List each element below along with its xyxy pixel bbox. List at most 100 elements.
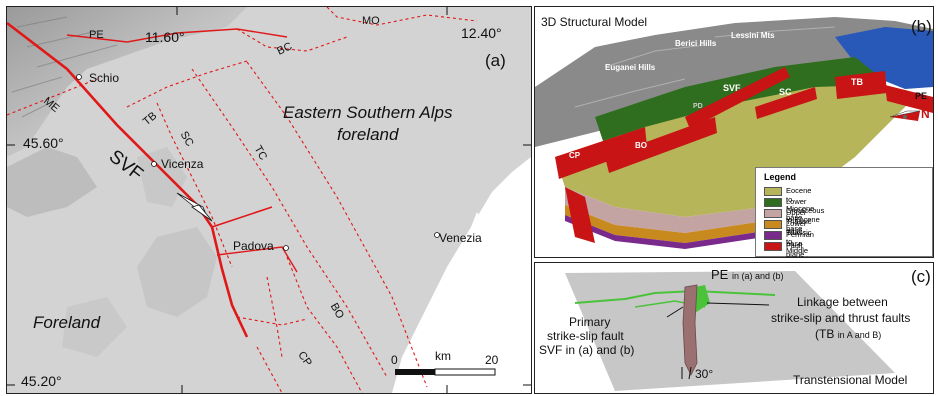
legend: Legend Eocene to Miocene base Lower Cret…	[755, 167, 933, 257]
transtensional-sketch	[565, 271, 895, 391]
region-alps-line1: Eastern Southern Alps	[283, 103, 453, 122]
b-fault-bo: BO	[635, 141, 647, 150]
region-foreland: Foreland	[33, 313, 101, 332]
pe-label-main: PE	[711, 267, 729, 282]
panel-c-tag: (c)	[911, 267, 931, 286]
fault-branch-1	[211, 206, 273, 228]
legend-label: Upper Triassic base	[786, 208, 812, 235]
adriatic-sea	[392, 157, 531, 393]
hill-label-berici: Berici Hills	[675, 39, 717, 48]
legend-title: Legend	[764, 172, 797, 182]
legend-swatch	[764, 231, 782, 240]
b-fault-sc: SC	[779, 87, 792, 97]
fault-plane-sc	[755, 87, 817, 119]
fault-label-pe: PE	[89, 29, 104, 41]
scalebar-black	[395, 369, 435, 375]
euganei-relief	[137, 227, 217, 317]
fault-plane-tb	[835, 71, 887, 99]
slip-arrow-2	[191, 204, 213, 222]
padova-marker	[283, 245, 289, 251]
lon-label-right: 12.40°	[461, 25, 502, 41]
scalebar-min: 0	[391, 353, 398, 367]
b-fault-cp: CP	[569, 151, 581, 160]
city-schio: Schio	[89, 71, 120, 85]
scalebar-white	[434, 368, 496, 376]
relief-west	[7, 147, 97, 217]
model-label: Transtensional Model	[793, 373, 908, 387]
lower-triassic-side	[565, 203, 815, 243]
linkage-line3-main: (TB	[815, 327, 835, 341]
angle-marker	[681, 366, 692, 380]
legend-swatch	[764, 187, 782, 196]
city-padova: Padova	[233, 239, 274, 253]
linkage-pointer	[706, 302, 770, 306]
pe-label: PE in (a) and (b)	[711, 267, 784, 282]
hill-label-lessini: Lessini Mts	[731, 31, 775, 40]
linkage-line3-small: in A and B)	[837, 330, 882, 340]
angle-label: 30°	[695, 367, 714, 381]
panel-a-map: 11.60° 12.40° 45.60° 45.20° (a) Schio Vi…	[6, 6, 532, 394]
pe-thrust-trace	[574, 289, 776, 304]
shaded-relief-map	[7, 7, 531, 393]
primary-line2: strike-slip fault	[547, 329, 624, 343]
relief-south	[62, 297, 127, 357]
north-label: N	[921, 107, 930, 121]
hill-label-euganei: Euganei Hills	[605, 63, 656, 72]
blue-surface	[835, 27, 933, 89]
panel-b-title: 3D Structural Model	[541, 15, 648, 29]
linkage-line2: strike-slip and thrust faults	[771, 311, 911, 325]
legend-label: Permian base	[786, 230, 814, 248]
panel-a-tag: (a)	[485, 51, 506, 70]
lon-label-left: 11.60°	[145, 29, 185, 45]
pe-label-note: in (a) and (b)	[731, 271, 784, 281]
b-fault-svf: SVF	[723, 83, 741, 93]
linkage-line1: Linkage between	[797, 295, 888, 309]
north-arrow	[889, 110, 921, 121]
fault-plane-pe	[885, 85, 933, 113]
primary-line1: Primary	[569, 315, 611, 329]
b-fault-pd: PD	[693, 103, 703, 110]
fault-label-mo: MO	[362, 15, 380, 27]
scalebar-max: 20	[485, 353, 499, 367]
primary-pointer	[666, 306, 684, 318]
panel-c-transtensional-model: (c) PE in (a) and (b) Primary strike-sli…	[534, 262, 934, 394]
scalebar-unit: km	[435, 349, 451, 363]
city-vicenza: Vicenza	[161, 157, 204, 171]
fault-plane-svf	[685, 67, 790, 129]
b-fault-pe: PE	[915, 91, 928, 101]
svf-fault-body	[682, 284, 698, 376]
legend-swatch	[764, 220, 782, 229]
berici-relief	[137, 147, 187, 207]
linkage-line3: (TB in A and B)	[815, 327, 881, 341]
legend-label: Fault plane	[786, 241, 805, 258]
schio-marker	[76, 74, 82, 80]
buried-faults	[7, 7, 478, 393]
triassic-side	[565, 187, 815, 233]
city-venezia: Venezia	[439, 231, 482, 245]
3d-block-diagram	[535, 17, 933, 249]
alps-relief	[7, 7, 247, 157]
lat-label-bottom: 45.20°	[21, 373, 62, 389]
legend-label: Eocene to Miocene base	[786, 186, 815, 222]
fault-plane-cp	[555, 127, 647, 179]
model-plane	[565, 271, 895, 391]
panel-b-tag: (b)	[911, 17, 932, 36]
pe-fault-line	[66, 28, 288, 43]
lat-label-top: 45.60°	[23, 135, 64, 151]
eocene-surface	[555, 85, 915, 217]
panel-b-3d-model: 3D Structural Model (b) Euganei Hills Be…	[534, 6, 934, 258]
legend-swatch	[764, 209, 782, 218]
fault-branch-2	[216, 246, 298, 273]
legend-label: Lower Triassic to Middle Triassic base	[786, 219, 812, 257]
b-fault-tb: TB	[851, 77, 863, 87]
permian-side	[565, 213, 815, 249]
fault-plane-front	[565, 187, 595, 243]
legend-label: Lower Cretaceous to Eocene base	[786, 197, 825, 233]
legend-swatch	[764, 198, 782, 207]
legend-swatch	[764, 242, 782, 251]
venezia-marker	[434, 232, 440, 238]
primary-line3: SVF in (a) and (b)	[539, 343, 635, 357]
region-alps-line2: foreland	[337, 125, 399, 144]
fault-plane-bo	[605, 117, 717, 173]
vicenza-marker	[151, 161, 157, 167]
